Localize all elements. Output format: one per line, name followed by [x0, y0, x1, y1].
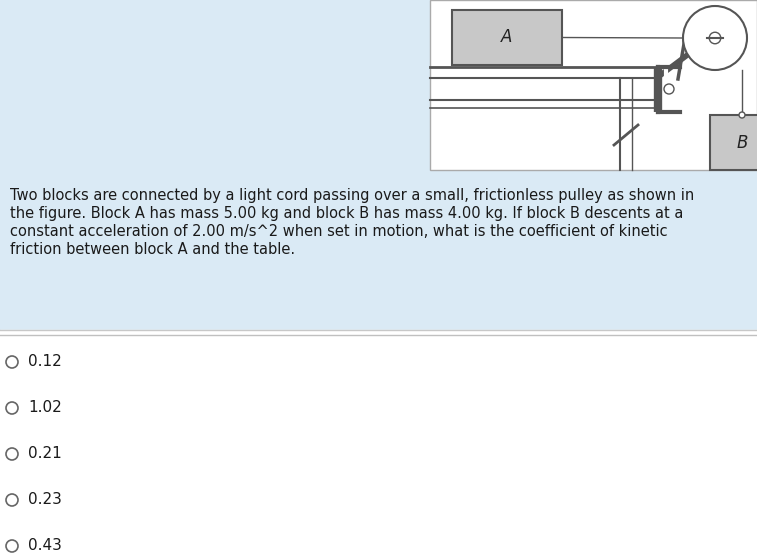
Text: the figure. Block A has mass 5.00 kg and block B has mass 4.00 kg. If block B de: the figure. Block A has mass 5.00 kg and… [10, 206, 684, 221]
Text: 0.12: 0.12 [28, 355, 62, 370]
Circle shape [6, 540, 18, 552]
Text: constant acceleration of 2.00 m/s^2 when set in motion, what is the coefficient : constant acceleration of 2.00 m/s^2 when… [10, 224, 668, 239]
Circle shape [6, 402, 18, 414]
Bar [0, 0, 757, 175]
Bar [430, 0, 757, 170]
Text: Two blocks are connected by a light cord passing over a small, frictionless pull: Two blocks are connected by a light cord… [10, 188, 694, 203]
Text: 0.43: 0.43 [28, 538, 62, 553]
Text: friction between block A and the table.: friction between block A and the table. [10, 242, 295, 257]
Text: 0.23: 0.23 [28, 493, 62, 507]
Bar [709, 115, 757, 170]
Circle shape [664, 84, 674, 94]
Circle shape [683, 6, 747, 70]
Circle shape [6, 448, 18, 460]
Circle shape [6, 494, 18, 506]
Bar [452, 10, 562, 65]
Text: 1.02: 1.02 [28, 401, 62, 416]
Text: 0.21: 0.21 [28, 447, 62, 461]
Circle shape [6, 356, 18, 368]
Bar [0, 330, 757, 554]
Circle shape [709, 32, 721, 44]
Bar [0, 175, 757, 330]
Circle shape [739, 112, 745, 118]
Text: B: B [737, 134, 748, 151]
Text: A: A [501, 28, 512, 47]
